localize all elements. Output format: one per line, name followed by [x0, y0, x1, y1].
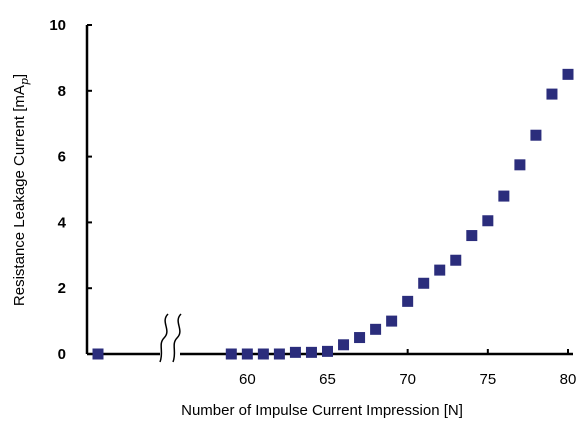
x-tick-label: 75	[479, 371, 496, 388]
data-point	[466, 230, 478, 242]
data-point	[354, 332, 366, 344]
y-axis-label: Resistance Leakage Current [mAp]	[11, 74, 31, 306]
data-points	[92, 68, 574, 360]
y-tick-label: 6	[58, 149, 66, 166]
data-point	[546, 88, 558, 100]
x-tick-label: 60	[239, 371, 256, 388]
data-point	[92, 348, 104, 360]
data-point	[562, 68, 574, 80]
data-point	[305, 346, 317, 358]
data-point	[386, 315, 398, 327]
axis-break-mark	[159, 313, 182, 363]
data-point	[322, 345, 333, 357]
y-axis-label-sub: p	[18, 78, 31, 85]
y-tick-label: 2	[58, 280, 66, 297]
y-axis-label-main: Resistance Leakage Current [mA	[11, 85, 28, 306]
y-tick-label: 0	[58, 346, 66, 363]
data-point	[338, 339, 350, 351]
data-point	[450, 254, 462, 266]
y-tick-label: 8	[58, 83, 66, 100]
data-point	[482, 215, 494, 227]
data-point	[514, 159, 526, 171]
data-point	[289, 346, 301, 358]
y-ticks: 0 2 4 6 8 10	[49, 17, 92, 363]
data-point	[225, 348, 237, 360]
data-point	[530, 129, 542, 141]
y-axis-label-close: ]	[11, 74, 28, 78]
data-point	[498, 190, 510, 202]
data-point	[273, 348, 285, 360]
data-point	[402, 295, 414, 307]
data-point	[418, 277, 430, 289]
data-point	[370, 323, 382, 335]
x-tick-label: 65	[319, 371, 336, 388]
x-tick-label: 70	[399, 371, 416, 388]
data-point	[434, 264, 446, 276]
data-point	[257, 348, 269, 360]
x-axis-label: Number of Impulse Current Impression [N]	[181, 402, 463, 419]
y-tick-label: 4	[58, 214, 67, 231]
data-point	[241, 348, 253, 360]
y-tick-label: 10	[49, 17, 66, 34]
x-tick-label: 80	[560, 371, 577, 388]
